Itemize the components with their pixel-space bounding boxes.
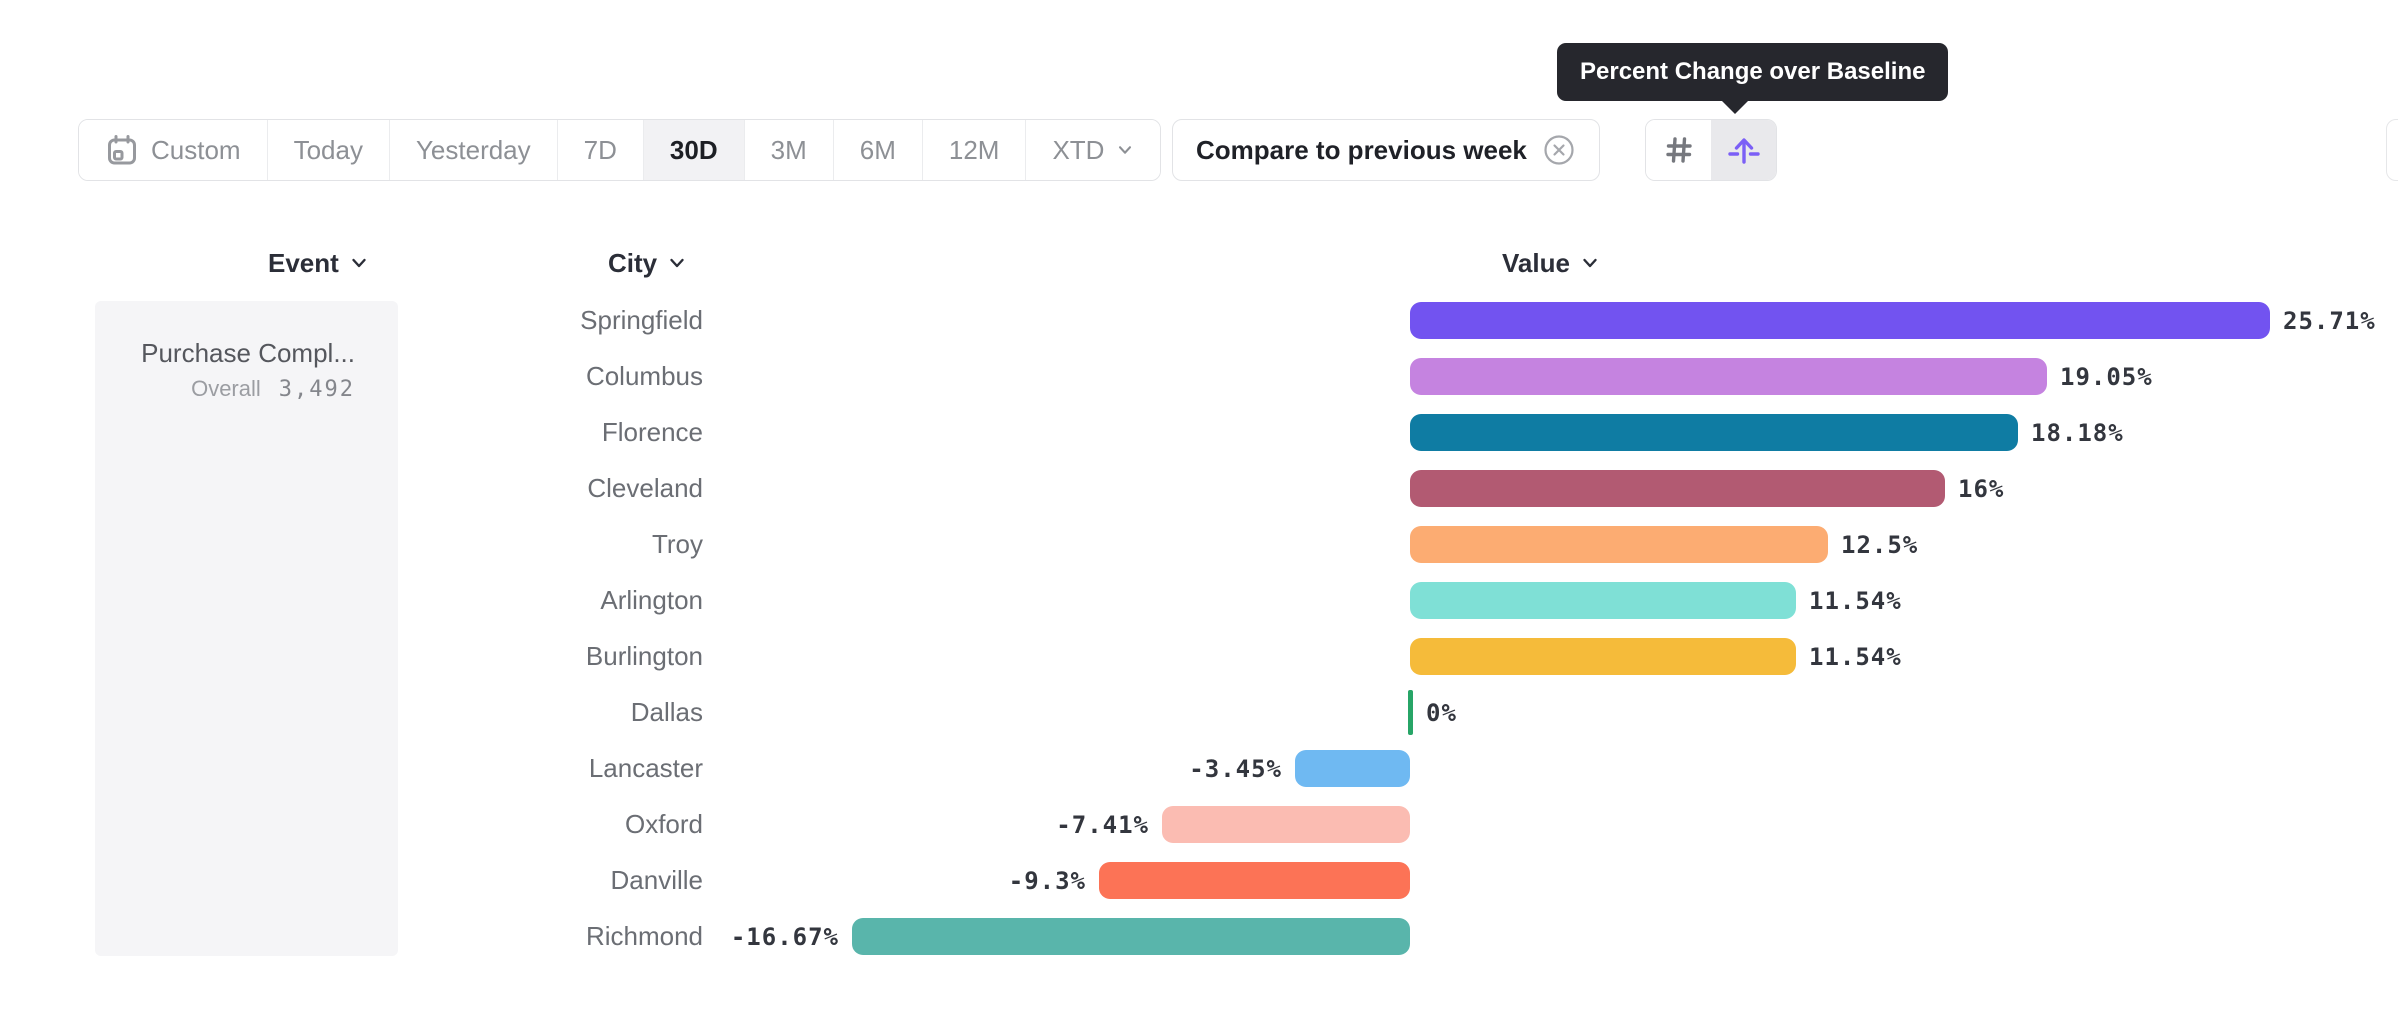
value-label: -16.67%: [730, 923, 839, 951]
date-range-3m[interactable]: 3M: [743, 120, 833, 180]
value-bar[interactable]: [1295, 750, 1410, 787]
city-label: Burlington: [585, 641, 703, 671]
tooltip-arrow-icon: [1722, 101, 1748, 114]
chevron-down-icon: [1583, 258, 1597, 268]
city-label: Arlington: [600, 585, 703, 615]
chart-row: Arlington 11.54%: [0, 581, 2398, 637]
date-range-label: Yesterday: [415, 134, 531, 165]
date-range-custom[interactable]: Custom: [79, 120, 267, 180]
overall-label: Overall: [191, 376, 261, 401]
event-panel[interactable]: Purchase Compl... Overall 3,492: [95, 301, 398, 956]
compare-label: Compare to previous week: [1196, 134, 1527, 165]
value-label: -3.45%: [1189, 755, 1282, 783]
tooltip-text: Percent Change over Baseline: [1580, 58, 1926, 85]
value-label: -7.41%: [1056, 811, 1149, 839]
date-range-label: 7D: [583, 134, 617, 165]
value-bar[interactable]: [1410, 526, 1828, 563]
chart-row: Oxford -7.41%: [0, 805, 2398, 861]
calendar-icon: [108, 135, 136, 165]
date-range-label: 12M: [948, 134, 1000, 165]
chart-row: Danville -9.3%: [0, 861, 2398, 917]
value-label: 19.05%: [2060, 363, 2153, 391]
date-range-label: Today: [293, 134, 363, 165]
value-label: 0%: [1426, 699, 1457, 727]
chart-row: Florence 18.18%: [0, 413, 2398, 469]
zero-baseline-tick[interactable]: [1408, 690, 1413, 735]
city-label: Lancaster: [588, 753, 703, 783]
value-bar[interactable]: [1410, 470, 1945, 507]
event-name: Purchase Compl...: [141, 338, 355, 368]
chart-row: Troy 12.5%: [0, 525, 2398, 581]
city-label: Cleveland: [587, 473, 703, 503]
chart-row: Dallas 0%: [0, 690, 2398, 749]
column-label: Event: [268, 247, 339, 278]
value-label: 12.5%: [1841, 531, 1919, 559]
date-range-yesterday[interactable]: Yesterday: [388, 120, 557, 180]
value-bar[interactable]: [1410, 358, 2047, 395]
date-range-12m[interactable]: 12M: [921, 120, 1026, 180]
city-label: Florence: [601, 417, 703, 447]
column-header-value[interactable]: Value: [1502, 246, 1600, 280]
city-label: Oxford: [624, 809, 703, 839]
event-overall-row: Overall 3,492: [191, 376, 355, 402]
value-label: 18.18%: [2031, 419, 2124, 447]
value-bar[interactable]: [1162, 806, 1410, 843]
value-label: -9.3%: [1008, 867, 1086, 895]
date-range-label: 6M: [859, 134, 896, 165]
arrow-up-baseline-icon: [1727, 138, 1760, 164]
value-label: 11.54%: [1809, 643, 1902, 671]
chevron-down-icon: [352, 258, 366, 268]
hash-icon: [1665, 137, 1692, 163]
value-bar[interactable]: [1410, 582, 1796, 619]
date-range-label: 30D: [669, 134, 718, 165]
city-label: Richmond: [585, 921, 703, 951]
chart-value-toggle: [1645, 119, 1777, 181]
percent-change-button[interactable]: [1711, 120, 1776, 180]
date-range-7d[interactable]: 7D: [556, 120, 643, 180]
city-label: Springfield: [580, 305, 703, 335]
value-bar[interactable]: [1410, 302, 2270, 339]
city-label: Columbus: [585, 361, 703, 391]
absolute-values-button[interactable]: [1646, 120, 1711, 180]
column-header-city[interactable]: City: [608, 246, 687, 280]
date-range-label: Custom: [151, 134, 241, 165]
value-label: 25.71%: [2283, 307, 2376, 335]
city-label: Danville: [610, 865, 704, 895]
chevron-down-icon: [670, 258, 684, 268]
value-label: 11.54%: [1809, 587, 1902, 615]
column-label: City: [608, 247, 658, 278]
date-range-6m[interactable]: 6M: [832, 120, 922, 180]
date-range-today[interactable]: Today: [266, 120, 389, 180]
column-header-event[interactable]: Event: [268, 246, 369, 280]
city-label: Dallas: [630, 697, 703, 727]
cutoff-button[interactable]: [2386, 119, 2398, 181]
chart-row: Richmond -16.67%: [0, 917, 2398, 973]
value-bar[interactable]: [852, 918, 1410, 955]
chart-row: Lancaster -3.45%: [0, 749, 2398, 805]
value-label: 16%: [1958, 475, 2005, 503]
date-range-control: Custom Today Yesterday 7D 30D 3M 6M 12M XTD: [78, 119, 1162, 181]
value-bar[interactable]: [1410, 638, 1796, 675]
chart-row: Springfield 25.71%: [0, 301, 2398, 357]
date-range-label: XTD: [1052, 134, 1105, 165]
date-range-xtd[interactable]: XTD: [1025, 120, 1161, 180]
circle-x-icon[interactable]: [1542, 133, 1576, 167]
overall-value: 3,492: [278, 377, 355, 402]
chevron-down-icon: [1119, 146, 1132, 154]
chart-row: Burlington 11.54%: [0, 637, 2398, 693]
value-bar[interactable]: [1099, 862, 1410, 899]
column-label: Value: [1502, 247, 1570, 278]
tooltip: Percent Change over Baseline: [1557, 43, 1949, 114]
value-bar[interactable]: [1410, 414, 2018, 451]
date-range-label: 3M: [770, 134, 807, 165]
bar-chart: Springfield 25.71% Columbus 19.05% Florence 1…: [0, 301, 2398, 981]
date-range-30d[interactable]: 30D: [642, 120, 744, 180]
chart-row: Columbus 19.05%: [0, 357, 2398, 413]
chart-row: Cleveland 16%: [0, 469, 2398, 525]
compare-button[interactable]: Compare to previous week: [1172, 119, 1600, 181]
city-label: Troy: [651, 529, 703, 559]
